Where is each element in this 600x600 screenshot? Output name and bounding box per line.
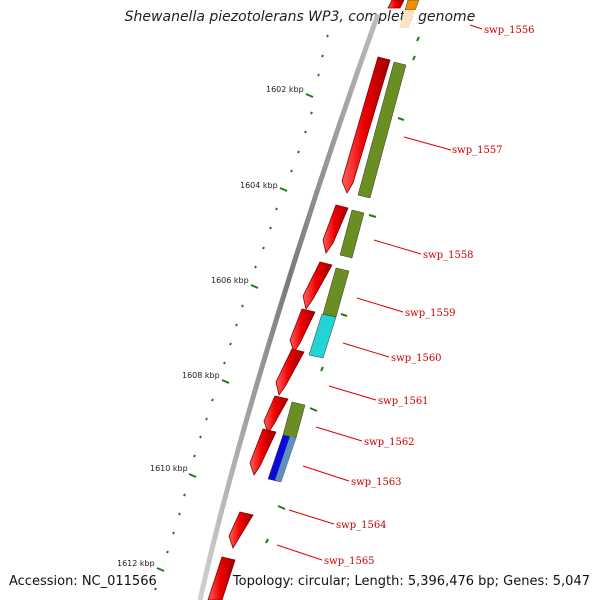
cog-block-swp-1556[interactable]: [404, 0, 420, 11]
tick-label: 1610 kbp: [150, 464, 188, 473]
gene-label[interactable]: swp_1561: [378, 396, 429, 407]
ruler-dot: [262, 246, 265, 250]
ruler-dot: [317, 73, 320, 77]
ruler-dash: [265, 538, 269, 544]
cds-arrow-swp-1556[interactable]: [387, 0, 405, 9]
major-tick: [250, 284, 259, 289]
ruler-dot: [297, 150, 300, 154]
cog-block-swp-1563-shade: [275, 436, 296, 482]
gene-label[interactable]: swp_1558: [423, 250, 474, 261]
outer-ruler: [154, 34, 329, 591]
leader-lines: [276, 24, 483, 561]
genome-backbone: [197, 13, 381, 600]
cds-arrow-swp-1562[interactable]: [263, 395, 289, 434]
gene-label[interactable]: swp_1559: [405, 308, 456, 319]
accession-text: Accession: NC_011566: [9, 574, 157, 589]
leader-line: [469, 24, 483, 30]
cog-block-swp-1557[interactable]: [357, 61, 407, 199]
cog-block-swp-1556-tail[interactable]: [399, 10, 415, 28]
ruler-dot: [178, 512, 181, 516]
cds-arrow-swp-1563[interactable]: [249, 428, 277, 476]
tick-label: 1608 kbp: [182, 371, 220, 380]
cog-block-swp-1560[interactable]: [308, 313, 337, 359]
ruler-dot: [211, 398, 214, 402]
cog-block-swp-1562[interactable]: [282, 401, 306, 439]
ruler-dot: [166, 550, 169, 554]
leader-line: [342, 342, 390, 358]
cds-arrow-swp-1564[interactable]: [228, 511, 254, 549]
ruler-dot: [304, 130, 307, 134]
ruler-dot: [199, 435, 202, 439]
inner-ruler: [265, 36, 420, 544]
ruler-dash: [320, 366, 324, 372]
cds-arrow-swp-1557[interactable]: [341, 56, 391, 194]
gene-label[interactable]: swp_1562: [364, 437, 415, 448]
gene-label[interactable]: swp_1564: [336, 520, 387, 531]
leader-line: [373, 239, 422, 255]
ruler-dash: [340, 313, 348, 317]
major-tick: [156, 567, 165, 572]
cds-track: [207, 0, 405, 600]
major-tick: [188, 473, 197, 478]
ruler-dot: [254, 265, 257, 269]
cog-track: [267, 0, 420, 483]
cds-arrow-swp-1565[interactable]: [207, 556, 236, 600]
leader-line: [328, 385, 377, 401]
ruler-dot: [172, 531, 175, 535]
ruler-dot: [205, 417, 208, 421]
gene-label[interactable]: swp_1556: [484, 25, 535, 36]
ruler-dot: [326, 34, 329, 38]
ruler-dash: [416, 36, 420, 42]
gene-label[interactable]: swp_1560: [391, 353, 442, 364]
leader-line: [315, 426, 363, 442]
leader-line: [288, 509, 335, 525]
ruler-dot: [310, 111, 313, 115]
cds-arrow-swp-1559[interactable]: [302, 261, 333, 310]
ruler-dot: [275, 207, 278, 211]
ruler-dot: [223, 361, 226, 365]
ruler-dot: [183, 493, 186, 497]
ruler-dot: [154, 587, 157, 591]
topology-text: Topology: circular; Length: 5,396,476 bp…: [232, 574, 590, 589]
cog-block-swp-1558[interactable]: [339, 209, 365, 259]
leader-line: [276, 544, 323, 561]
tick-label: 1602 kbp: [266, 85, 304, 94]
ruler-dot: [235, 323, 238, 327]
major-tick: [305, 93, 314, 98]
ruler-dot: [290, 169, 293, 173]
major-tick: [279, 187, 288, 192]
tick-label: 1604 kbp: [240, 181, 278, 190]
ruler-dash: [412, 55, 416, 61]
gene-label[interactable]: swp_1557: [452, 145, 503, 156]
ruler-dot: [229, 342, 232, 346]
tick-label: 1606 kbp: [211, 276, 249, 285]
gene-label[interactable]: swp_1563: [351, 477, 402, 488]
cds-arrow-swp-1561[interactable]: [275, 348, 305, 396]
ruler-dot: [193, 454, 196, 458]
tick-label: 1612 kbp: [117, 559, 155, 568]
ruler-dash: [397, 117, 405, 121]
ruler-dash: [277, 505, 286, 510]
ruler-dash: [309, 407, 318, 412]
map-title: Shewanella piezotolerans WP3, complete g…: [124, 9, 476, 25]
cds-arrow-swp-1558[interactable]: [322, 204, 349, 254]
leader-line: [302, 465, 350, 482]
leader-line: [403, 136, 452, 151]
ruler-dot: [269, 226, 272, 230]
major-tick: [221, 379, 230, 384]
gene-label[interactable]: swp_1565: [324, 556, 375, 567]
cog-block-swp-1559[interactable]: [322, 267, 350, 318]
leader-line: [356, 297, 404, 313]
ruler-dot: [321, 54, 324, 58]
ruler-dash: [368, 214, 377, 218]
major-ticks: [156, 93, 314, 572]
cds-arrow-swp-1560[interactable]: [289, 308, 316, 353]
ruler-dot: [241, 304, 244, 308]
